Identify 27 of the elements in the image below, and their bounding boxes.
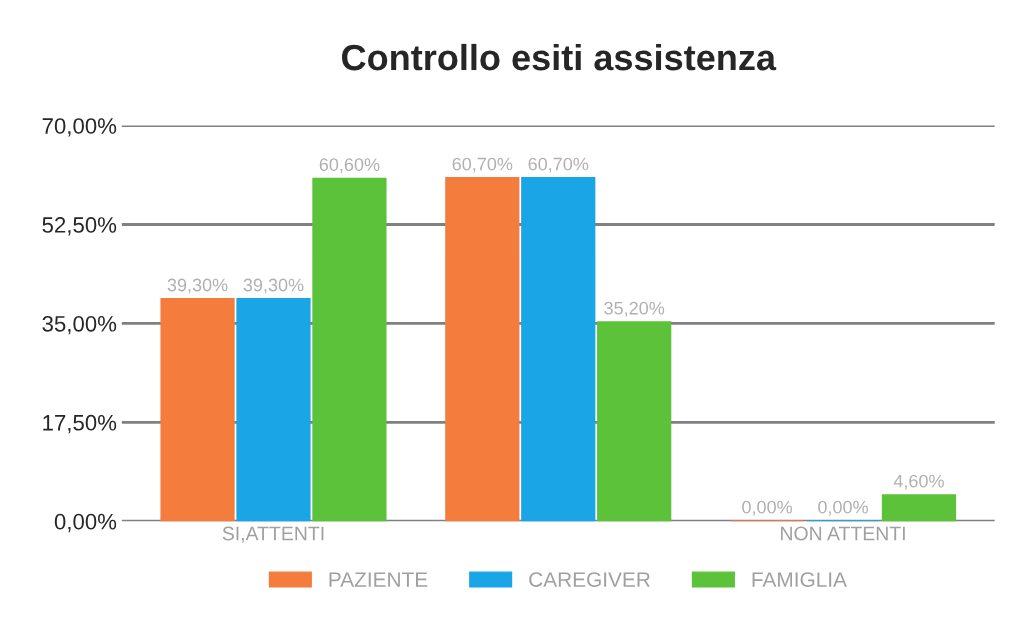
- y-tick-label: 52,50%: [42, 217, 117, 236]
- y-tick-label: 0,00%: [54, 513, 117, 533]
- legend-label: FAMIGLIA: [752, 572, 847, 587]
- data-label: 35,20%: [604, 301, 665, 317]
- y-tick-label: 70,00%: [42, 118, 117, 137]
- x-tick-label: SI,ATTENTI: [222, 526, 324, 543]
- legend-label: PAZIENTE: [329, 572, 428, 587]
- chart-title: Controllo esiti assistenza: [342, 43, 777, 71]
- bar: [521, 177, 596, 522]
- data-label: 60,60%: [319, 158, 380, 174]
- data-label: 39,30%: [167, 278, 228, 294]
- data-label: 4,60%: [893, 474, 944, 490]
- data-label: 0,00%: [742, 500, 793, 516]
- bar: [160, 298, 235, 522]
- bar: [236, 298, 311, 522]
- bar: [312, 177, 387, 522]
- x-tick-label: NON ATTENTI: [781, 526, 905, 541]
- data-label: 0,00%: [818, 500, 868, 516]
- y-tick-label: 35,00%: [42, 315, 117, 335]
- bar: [597, 321, 672, 522]
- bar: [881, 494, 957, 522]
- data-label: 60,70%: [528, 157, 589, 173]
- legend-label: CAREGIVER: [529, 572, 650, 587]
- data-label: 60,70%: [452, 157, 513, 173]
- data-label: 39,30%: [243, 278, 304, 294]
- y-tick-label: 17,50%: [43, 414, 117, 434]
- bar: [445, 177, 520, 522]
